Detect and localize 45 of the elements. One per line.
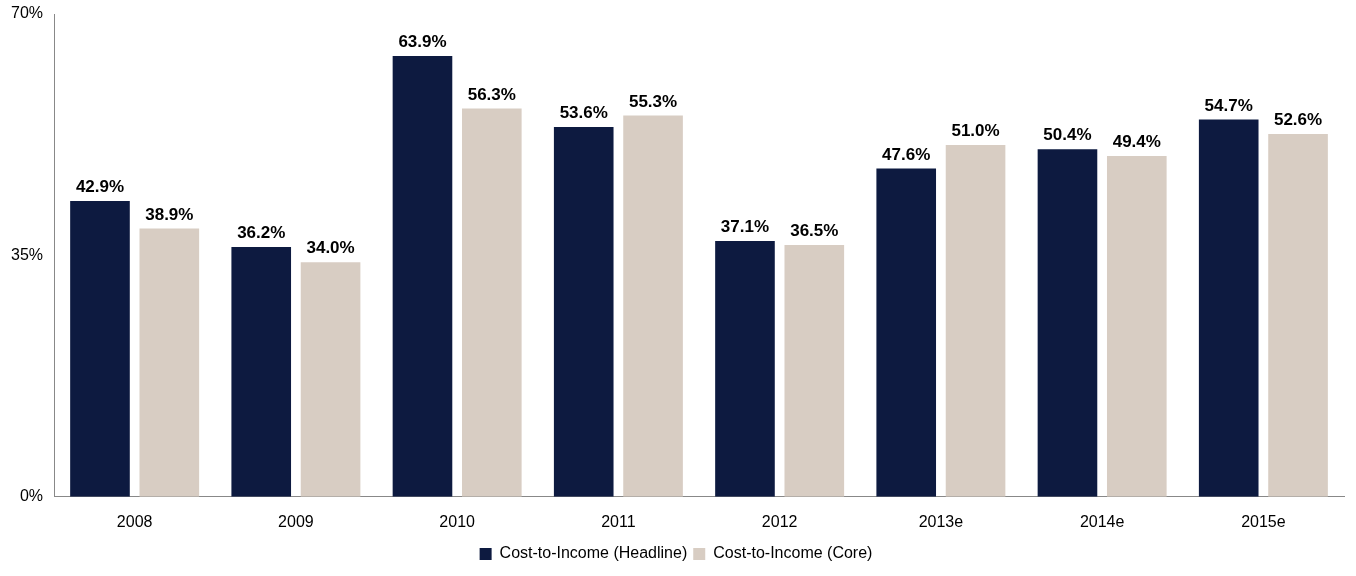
bar — [1037, 149, 1098, 497]
data-label: 36.2% — [237, 223, 286, 243]
y-tick-label: 70% — [10, 4, 44, 22]
data-label: 63.9% — [398, 32, 447, 52]
x-tick-label: 2015e — [1241, 512, 1286, 530]
data-label: 47.6% — [882, 144, 931, 164]
y-tick-label: 35% — [10, 245, 44, 263]
bar — [715, 240, 775, 497]
x-tick-label: 2012 — [761, 512, 798, 530]
bar — [784, 245, 845, 497]
bar — [1268, 134, 1328, 497]
x-tick-label: 2011 — [601, 512, 636, 530]
bar — [1106, 156, 1167, 497]
data-label: 52.6% — [1273, 110, 1323, 130]
data-label: 54.7% — [1204, 95, 1253, 115]
bar — [945, 145, 1006, 497]
x-tick-label: 2013e — [918, 512, 964, 530]
bar — [623, 115, 683, 497]
data-label: 51.0% — [951, 121, 1000, 141]
legend-label: Cost-to-Income (Core) — [713, 544, 873, 562]
x-tick-label: 2008 — [116, 512, 153, 530]
data-label: 53.6% — [559, 103, 608, 123]
bar — [553, 127, 614, 497]
x-tick-label: 2014e — [1079, 512, 1125, 530]
data-label: 50.4% — [1043, 125, 1092, 145]
data-label: 38.9% — [145, 204, 194, 224]
legend-label: Cost-to-Income (Headline) — [499, 544, 688, 562]
x-tick-label: 2010 — [439, 512, 476, 530]
data-label: 49.4% — [1112, 132, 1161, 152]
y-tick-label: 0% — [19, 487, 44, 505]
data-label: 36.5% — [790, 221, 839, 241]
bar — [462, 108, 522, 497]
bar — [876, 168, 937, 497]
data-label: 55.3% — [628, 91, 678, 111]
bar — [300, 262, 361, 497]
data-label: 37.1% — [720, 217, 770, 237]
bar — [139, 228, 200, 497]
data-label: 42.9% — [75, 177, 125, 197]
data-label: 56.3% — [467, 84, 516, 104]
bar — [392, 56, 453, 497]
bar — [1198, 119, 1259, 497]
bar — [70, 200, 130, 497]
data-label: 34.0% — [306, 238, 355, 258]
x-tick-label: 2009 — [278, 512, 314, 530]
bar — [231, 247, 292, 497]
